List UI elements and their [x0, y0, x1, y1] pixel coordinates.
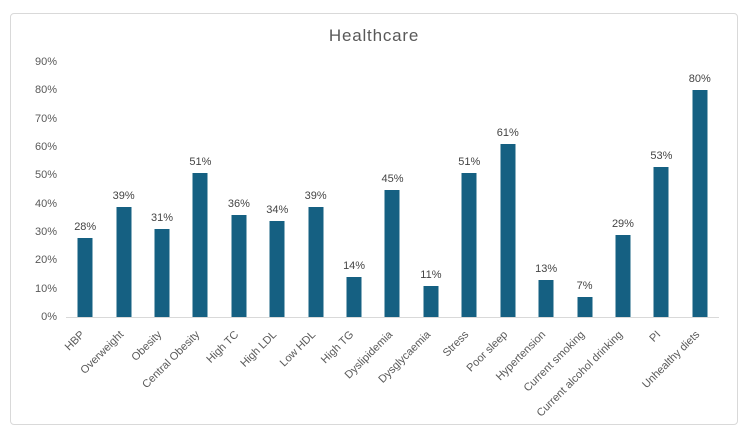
x-axis-labels: HBP Overweight Obesity Central Obesity High … — [63, 318, 719, 423]
bar-column: 36% — [220, 63, 258, 317]
y-tick-label: 20% — [34, 254, 57, 267]
bar-column: 39% — [296, 63, 334, 317]
y-tick-label: 50% — [34, 169, 57, 182]
data-label: 51% — [189, 155, 212, 168]
bar — [461, 172, 477, 317]
y-tick-label: 40% — [34, 197, 57, 210]
bar-column: 13% — [527, 63, 565, 317]
bar — [269, 220, 285, 317]
bar-column: 28% — [66, 63, 104, 317]
bar — [653, 166, 669, 317]
y-tick-label: 80% — [34, 84, 57, 97]
data-label: 28% — [74, 220, 97, 233]
data-label: 7% — [576, 280, 593, 293]
bar-column: 14% — [335, 63, 373, 317]
bar — [346, 277, 362, 317]
data-label: 39% — [304, 189, 327, 202]
y-tick-label: 60% — [34, 141, 57, 153]
data-label: 45% — [381, 172, 404, 185]
bar-column: 31% — [143, 63, 181, 317]
bar-column: 39% — [104, 63, 142, 317]
data-label: 53% — [650, 149, 673, 162]
bar — [384, 189, 400, 317]
chart-frame: Healthcare 0% 10% 20% 30% 40% 50% 60% 70% 80% 90%… — [10, 13, 738, 425]
bar-column: 61% — [489, 63, 527, 317]
bar — [538, 280, 554, 317]
data-label: 11% — [420, 268, 442, 281]
bar — [192, 172, 208, 317]
y-tick-label: 70% — [34, 112, 57, 125]
data-label: 51% — [458, 155, 481, 168]
data-label: 36% — [227, 198, 250, 210]
y-tick-label: 90% — [34, 56, 57, 68]
bar-column: 11% — [412, 63, 450, 317]
bar-column: 45% — [373, 63, 411, 317]
y-tick-label: 0% — [41, 311, 57, 323]
bar — [615, 234, 631, 317]
data-label: 80% — [688, 73, 711, 86]
bar-column: 51% — [181, 63, 219, 317]
data-label: 61% — [496, 127, 519, 140]
bar — [231, 215, 247, 317]
bar-column: 29% — [604, 63, 642, 317]
bar — [423, 285, 439, 317]
plot-area: 0% 10% 20% 30% 40% 50% 60% 70% 80% 90% 28% 39% 31% 5… — [35, 56, 719, 323]
data-label: 34% — [266, 203, 289, 216]
data-label: 14% — [343, 260, 366, 273]
bar-column: 34% — [258, 63, 296, 317]
bar — [577, 297, 593, 317]
bar — [77, 237, 93, 317]
data-label: 31% — [151, 212, 174, 225]
bar — [116, 206, 132, 317]
bar-column: 80% — [681, 63, 719, 317]
bar — [692, 90, 708, 317]
bar-column: 51% — [450, 63, 488, 317]
bar-column: 53% — [642, 63, 680, 317]
data-label: 13% — [535, 263, 558, 276]
data-label: 39% — [112, 189, 135, 202]
data-label: 29% — [611, 217, 634, 230]
bar — [500, 144, 516, 317]
y-tick-label: 10% — [34, 282, 57, 295]
chart-title: Healthcare — [328, 26, 420, 45]
bar — [154, 229, 170, 317]
y-tick-label: 30% — [34, 226, 57, 238]
bar-column: 7% — [565, 63, 603, 317]
bar — [308, 206, 324, 317]
